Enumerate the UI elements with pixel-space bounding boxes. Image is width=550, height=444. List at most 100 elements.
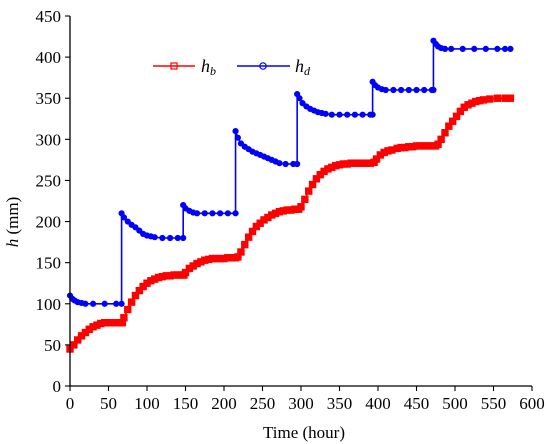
data-point — [305, 187, 313, 195]
data-point — [217, 210, 224, 217]
legend-label-hb: hb — [201, 56, 216, 78]
x-tick-label: 550 — [481, 394, 507, 413]
y-axis-title: h (mm) — [3, 197, 22, 248]
legend-marker-circle — [259, 62, 267, 70]
legend-label-hd: hd — [295, 56, 311, 78]
data-point — [382, 86, 389, 94]
data-point — [224, 210, 231, 217]
y-tick-label: 50 — [44, 336, 61, 355]
data-point — [193, 210, 201, 217]
legend-item-hd: hd — [237, 56, 311, 78]
data-point — [308, 180, 317, 189]
legend-label-hd-main: h — [295, 56, 304, 76]
data-point — [459, 45, 466, 52]
data-point — [124, 305, 132, 314]
data-point — [344, 111, 351, 118]
data-point — [237, 248, 245, 256]
data-point — [437, 135, 445, 144]
data-point — [494, 45, 501, 52]
data-point — [74, 336, 82, 344]
legend-label-hd-sub: d — [304, 64, 311, 78]
data-point — [493, 94, 502, 102]
legend-label-hb-sub: b — [210, 64, 216, 78]
data-point — [132, 224, 139, 231]
data-point — [413, 86, 420, 94]
x-axis-title: Time (hour) — [263, 423, 345, 442]
data-point — [294, 160, 301, 168]
data-point — [118, 300, 125, 307]
data-point — [507, 45, 514, 52]
x-tick-label: 250 — [250, 394, 276, 413]
data-point — [372, 155, 381, 163]
y-tick-label: 200 — [36, 213, 62, 232]
y-tick-label: 450 — [36, 7, 62, 26]
y-tick-label: 150 — [36, 254, 62, 273]
data-point — [405, 86, 412, 94]
x-tick-label: 100 — [134, 394, 160, 413]
y-tick-label: 300 — [36, 130, 62, 149]
legend-marker-square — [170, 62, 178, 70]
x-tick-label: 300 — [288, 394, 314, 413]
x-tick-label: 600 — [519, 394, 545, 413]
data-point — [312, 175, 321, 183]
data-point — [430, 86, 437, 94]
x-tick-label: 350 — [327, 394, 353, 413]
x-tick-label: 450 — [404, 394, 430, 413]
data-point — [232, 128, 239, 135]
legend-label-hb-main: h — [201, 56, 210, 76]
data-point — [90, 300, 97, 307]
data-point — [113, 300, 120, 307]
legend-item-hb: hb — [153, 56, 216, 78]
data-point — [120, 314, 128, 322]
x-tick-label: 200 — [211, 394, 237, 413]
data-point — [180, 234, 187, 242]
x-tick-label: 0 — [66, 394, 75, 413]
data-point — [441, 45, 449, 52]
data-point — [101, 300, 108, 307]
data-point — [456, 107, 465, 116]
data-point — [398, 86, 405, 94]
data-point — [276, 160, 283, 167]
data-point — [369, 111, 376, 118]
data-point — [241, 240, 249, 249]
data-point — [201, 210, 208, 217]
data-point — [485, 95, 494, 103]
data-point — [174, 234, 181, 242]
data-point — [159, 234, 166, 242]
data-point — [301, 195, 309, 204]
data-point — [448, 117, 457, 125]
data-point — [136, 227, 143, 234]
data-point — [506, 94, 515, 102]
data-point — [299, 100, 306, 107]
axes: 0 50 100 150 200 250 300 350 400 450 500 550 600 0 50… — [36, 7, 545, 413]
data-point — [244, 233, 253, 241]
data-point — [167, 234, 174, 242]
data-point — [501, 45, 509, 52]
data-point — [135, 286, 144, 295]
series-hb — [66, 94, 515, 353]
legend: hb hd — [153, 56, 311, 78]
data-point — [82, 300, 89, 307]
data-point — [151, 234, 158, 241]
y-axis-title-symbol: h — [3, 239, 22, 248]
data-point — [127, 298, 136, 306]
data-point — [445, 122, 453, 130]
data-point — [237, 140, 245, 147]
y-tick-label: 0 — [53, 377, 62, 396]
y-tick-label: 400 — [36, 48, 62, 67]
data-point — [209, 210, 216, 217]
data-point — [282, 160, 289, 168]
y-axis-title-unit: (mm) — [3, 197, 22, 239]
x-tick-label: 150 — [173, 394, 199, 413]
y-ticks: 0 50 100 150 200 250 300 350 400 450 — [36, 7, 70, 396]
data-point — [296, 95, 303, 102]
data-point — [452, 112, 461, 121]
series-layer — [66, 37, 515, 353]
data-point — [124, 218, 131, 225]
data-point — [441, 129, 449, 137]
data-point — [120, 214, 128, 221]
data-point — [322, 110, 329, 117]
data-point — [479, 96, 488, 104]
